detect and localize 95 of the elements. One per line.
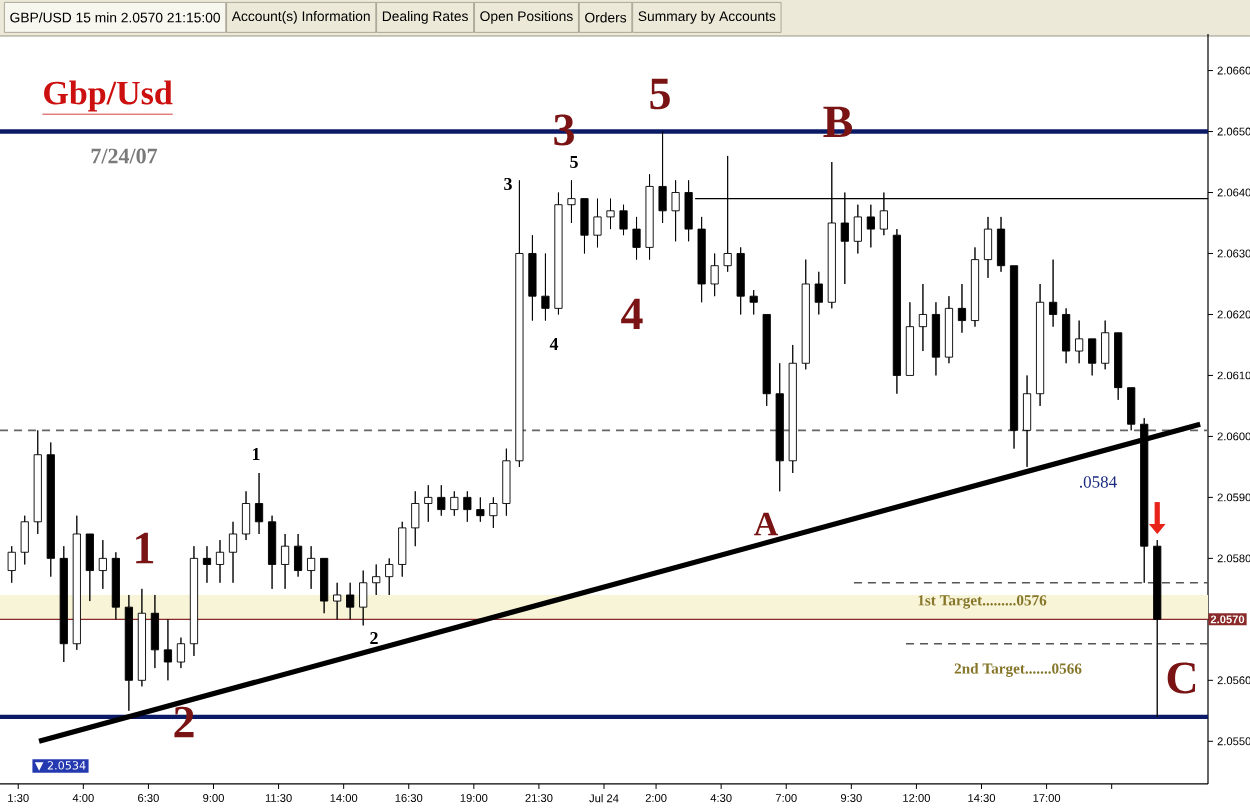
- candlestick: [853, 204, 862, 254]
- candlestick: [567, 179, 576, 224]
- candlestick: [385, 557, 394, 596]
- annotation: 1: [252, 448, 260, 460]
- candlestick: [515, 179, 524, 468]
- candlestick: [137, 588, 146, 687]
- annotation: A: [754, 512, 779, 536]
- candlestick: [307, 545, 316, 590]
- candlestick: [189, 545, 199, 657]
- candlestick: [320, 557, 329, 614]
- candlestick: [489, 496, 498, 529]
- candlestick: [124, 594, 133, 712]
- candlestick: [476, 496, 485, 523]
- candlestick: [450, 490, 459, 517]
- candlestick: [970, 246, 980, 328]
- candlestick: [619, 204, 628, 236]
- candlestick: [333, 582, 342, 620]
- candlestick: [59, 545, 68, 663]
- candlestick: [814, 271, 823, 315]
- candlestick: [541, 253, 550, 322]
- candlestick: [280, 533, 290, 590]
- annotation: 1: [136, 532, 154, 564]
- candlestick: [1127, 387, 1136, 431]
- candlestick: [294, 533, 303, 578]
- annotation: C: [1167, 662, 1196, 694]
- candlestick: [944, 295, 954, 364]
- annotation: 5: [650, 78, 670, 110]
- candlestick: [46, 442, 55, 578]
- candlestick: [710, 253, 719, 297]
- candlestick: [228, 521, 238, 584]
- candlestick: [346, 582, 355, 620]
- candlestick: [111, 551, 120, 620]
- candlestick: [528, 234, 537, 322]
- candlestick: [905, 301, 914, 376]
- candlestick: [33, 429, 42, 535]
- candlestick: [1088, 338, 1097, 376]
- candlestick: [762, 314, 771, 407]
- annotation: 3: [504, 177, 512, 191]
- candlestick: [1114, 332, 1123, 401]
- candlestick: [1009, 265, 1019, 450]
- candlestick: [411, 490, 420, 547]
- candlestick: [866, 204, 875, 248]
- candlestick: [1153, 539, 1162, 718]
- candlestick: [593, 198, 602, 248]
- candlestick: [437, 484, 446, 517]
- candlestick: [749, 289, 758, 315]
- candlestick: [983, 216, 993, 279]
- candlestick: [645, 173, 654, 261]
- candlestick: [788, 344, 797, 474]
- candlestick: [372, 564, 381, 596]
- annotation: .0584: [1080, 476, 1117, 488]
- annotation: 4: [549, 338, 559, 350]
- candlestick: [254, 472, 264, 535]
- candlestick: [241, 490, 251, 541]
- candlestick: [7, 545, 16, 584]
- candlestick: [697, 216, 706, 303]
- candlestick: [892, 228, 901, 395]
- text: Gbp/Usd: [44, 80, 173, 112]
- annotation: 5: [570, 155, 578, 168]
- candlestick: [1075, 320, 1084, 364]
- candlestick: [957, 283, 967, 334]
- candlestick: [658, 131, 667, 224]
- candlestick: [1049, 259, 1058, 328]
- candlestick: [359, 570, 368, 626]
- candlestick: [606, 198, 615, 230]
- candlestick: [775, 362, 784, 492]
- candlestick: [20, 515, 29, 565]
- candlestick: [801, 259, 810, 370]
- candlestick: [671, 179, 680, 242]
- candlestick: [202, 545, 212, 584]
- annotation: 2: [370, 632, 378, 644]
- candlestick: [424, 484, 433, 523]
- candlestick: [398, 521, 407, 578]
- candlestick: [580, 198, 589, 254]
- text: 7/24/07: [91, 148, 158, 164]
- candlestick: [163, 618, 173, 681]
- candlestick: [1035, 283, 1045, 407]
- candlestick: [736, 246, 745, 315]
- candlestick: [72, 515, 81, 651]
- candlestick: [632, 216, 641, 261]
- candlestick: [98, 539, 107, 590]
- candlestick: [176, 637, 186, 669]
- candlestick: [996, 216, 1006, 273]
- candlestick: [931, 301, 941, 376]
- candlestick: [1062, 307, 1071, 364]
- candlestick: [502, 448, 511, 517]
- candlestick: [85, 533, 94, 602]
- candlestick: [554, 192, 563, 315]
- candlestick: [918, 283, 928, 352]
- candlestick: [267, 515, 277, 590]
- annotation: 4: [621, 298, 643, 330]
- candlestick: [150, 594, 160, 669]
- candlestick: [215, 539, 225, 584]
- candlestick: [463, 490, 472, 523]
- candlestick: [1101, 320, 1110, 370]
